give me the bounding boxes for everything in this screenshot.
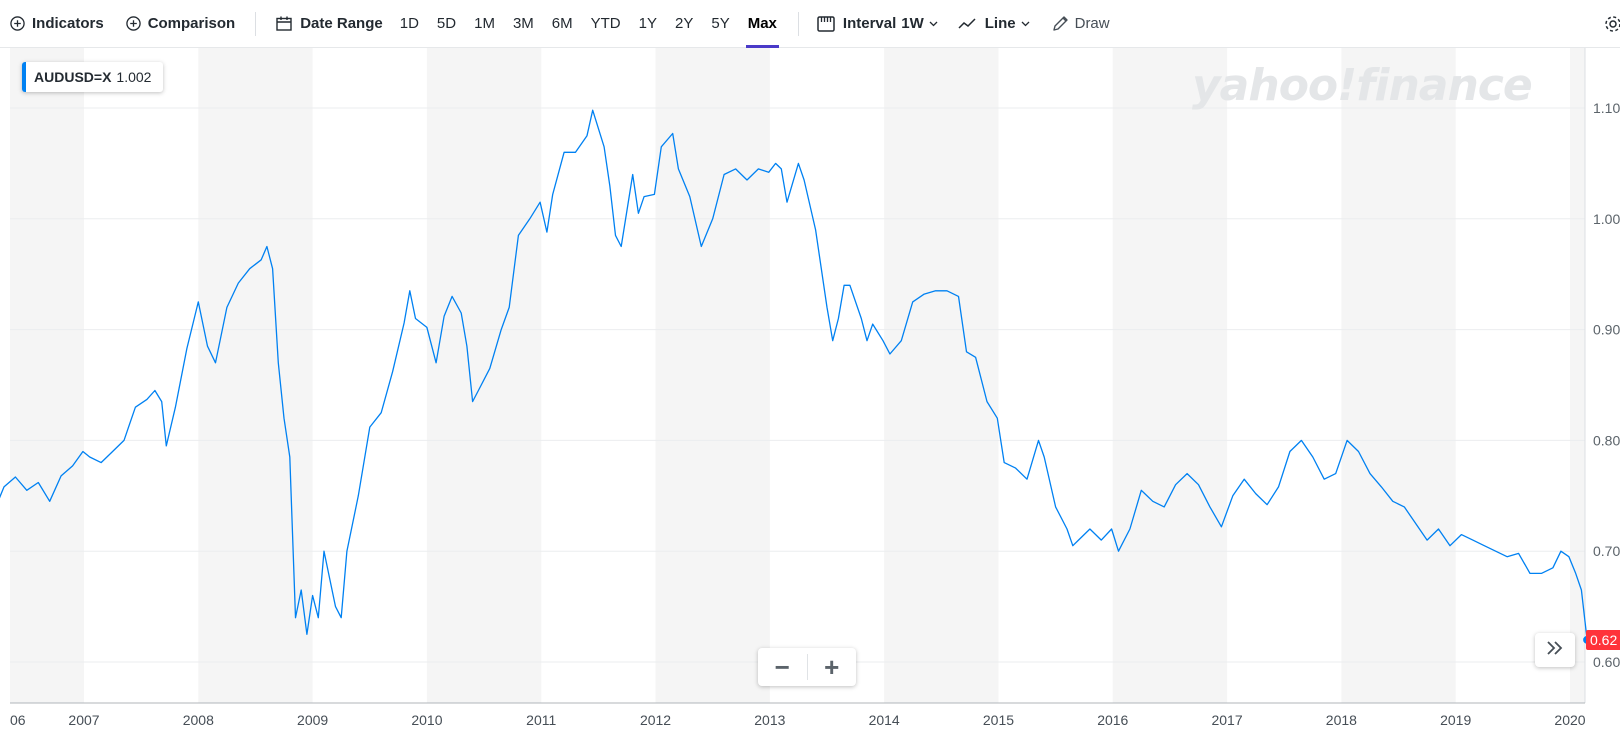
price-chart[interactable]: 1.10 1.00 0.90 0.80 0.70 0.60 06 2007 2008 2009 20… bbox=[0, 48, 1620, 731]
interval-dropdown[interactable]: Interval 1W bbox=[817, 0, 938, 48]
zoom-divider bbox=[806, 654, 808, 680]
legend-symbol: AUDUSD=X bbox=[34, 69, 112, 85]
line-chart-icon bbox=[958, 17, 977, 30]
y-tick-label: 0.60 bbox=[1593, 654, 1620, 670]
x-tick-label: 2019 bbox=[1440, 712, 1471, 728]
scroll-to-latest-button[interactable] bbox=[1535, 633, 1575, 667]
year-band bbox=[1570, 48, 1585, 703]
x-tick-label: 2014 bbox=[869, 712, 900, 728]
range-tab-1d[interactable]: 1D bbox=[399, 15, 419, 32]
comparison-button[interactable]: Comparison bbox=[125, 0, 236, 48]
draw-label: Draw bbox=[1074, 15, 1110, 32]
comparison-label: Comparison bbox=[147, 15, 236, 32]
indicators-label: Indicators bbox=[32, 15, 104, 32]
price-line-audusd[interactable] bbox=[0, 109, 1588, 640]
plus-circle-icon bbox=[125, 16, 141, 31]
x-tick-label: 06 bbox=[10, 712, 26, 728]
zoom-out-button[interactable]: − bbox=[774, 651, 790, 682]
interval-icon bbox=[817, 15, 835, 32]
range-tab-1m[interactable]: 1M bbox=[474, 15, 495, 32]
range-tab-3m[interactable]: 3M bbox=[512, 15, 534, 32]
interval-label: Interval bbox=[842, 15, 897, 32]
x-tick-label: 2009 bbox=[297, 712, 328, 728]
indicators-button[interactable]: Indicators bbox=[10, 0, 104, 48]
calendar-icon bbox=[276, 16, 292, 31]
x-tick-label: 2012 bbox=[640, 712, 671, 728]
yahoo-finance-logo: yahoo!finance bbox=[1192, 60, 1533, 111]
gear-icon bbox=[1604, 15, 1620, 33]
date-range-button[interactable]: Date Range bbox=[276, 0, 383, 48]
year-band bbox=[10, 48, 84, 703]
plus-circle-icon bbox=[10, 16, 25, 31]
chevron-down-icon bbox=[929, 21, 938, 27]
chart-type-dropdown[interactable]: Line bbox=[958, 0, 1030, 48]
toolbar-divider bbox=[797, 11, 799, 36]
year-band bbox=[655, 48, 770, 703]
range-tabs: 1D 5D 1M 3M 6M YTD 1Y 2Y 5Y Max bbox=[391, 0, 786, 48]
zoom-in-button[interactable]: + bbox=[824, 651, 840, 682]
x-tick-label: 2007 bbox=[68, 712, 99, 728]
x-tick-label: 2011 bbox=[526, 712, 556, 728]
x-tick-label: 2013 bbox=[754, 712, 785, 728]
double-chevron-right-icon bbox=[1545, 640, 1565, 660]
range-tab-2y[interactable]: 2Y bbox=[675, 15, 694, 32]
y-tick-label: 0.90 bbox=[1593, 322, 1620, 338]
range-tab-5d[interactable]: 5D bbox=[436, 15, 457, 32]
last-price-tag: 0.62 bbox=[1586, 629, 1620, 650]
year-band bbox=[884, 48, 999, 703]
x-tick-label: 2015 bbox=[983, 712, 1014, 728]
toolbar-divider bbox=[255, 11, 257, 36]
chevron-down-icon bbox=[1021, 21, 1030, 27]
zoom-control: − + bbox=[758, 648, 856, 686]
chart-type-label: Line bbox=[984, 15, 1016, 32]
symbol-legend[interactable]: AUDUSD=X 1.002 bbox=[22, 62, 164, 92]
x-tick-label: 2008 bbox=[183, 712, 214, 728]
y-tick-label: 0.80 bbox=[1593, 432, 1620, 448]
interval-value: 1W bbox=[901, 15, 924, 32]
y-tick-label: 1.00 bbox=[1593, 211, 1620, 227]
x-tick-label: 2017 bbox=[1211, 712, 1242, 728]
range-tab-max[interactable]: Max bbox=[739, 0, 786, 48]
range-tab-5y[interactable]: 5Y bbox=[711, 15, 730, 32]
range-tab-ytd[interactable]: YTD bbox=[590, 15, 621, 32]
date-range-label: Date Range bbox=[300, 15, 383, 32]
y-tick-label: 0.70 bbox=[1593, 543, 1620, 559]
settings-button[interactable] bbox=[1604, 0, 1620, 48]
year-band bbox=[426, 48, 542, 703]
year-band bbox=[1112, 48, 1228, 703]
x-tick-label: 2020 bbox=[1554, 712, 1585, 728]
range-tab-1y[interactable]: 1Y bbox=[638, 15, 657, 32]
chart-toolbar: Indicators Comparison Date Range 1D 5D 1M 3… bbox=[0, 0, 1620, 48]
x-tick-label: 2016 bbox=[1097, 712, 1128, 728]
x-tick-label: 2010 bbox=[411, 712, 442, 728]
chart-area[interactable]: 1.10 1.00 0.90 0.80 0.70 0.60 06 2007 2008 2009 20… bbox=[0, 48, 1620, 731]
x-tick-label: 2018 bbox=[1326, 712, 1357, 728]
y-tick-label: 1.10 bbox=[1593, 100, 1620, 116]
legend-value: 1.002 bbox=[116, 69, 152, 85]
year-band bbox=[198, 48, 313, 703]
draw-button[interactable]: Draw bbox=[1052, 0, 1110, 48]
range-tab-6m[interactable]: 6M bbox=[551, 15, 573, 32]
pencil-icon bbox=[1052, 15, 1069, 32]
year-band bbox=[1341, 48, 1456, 703]
